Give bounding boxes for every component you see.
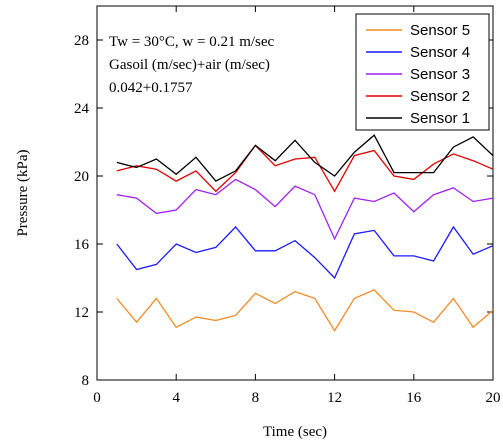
legend-label-sensor-2: Sensor 2	[410, 88, 470, 105]
x-tick-label: 8	[252, 390, 260, 406]
x-axis-title: Time (sec)	[263, 424, 327, 440]
y-tick-label: 24	[74, 101, 90, 117]
series-lines	[116, 134, 494, 332]
x-tick-label: 20	[486, 390, 501, 406]
sensor-4-line	[116, 225, 494, 280]
legend-label-sensor-3: Sensor 3	[410, 66, 470, 83]
x-tick-label: 16	[406, 390, 422, 406]
legend-label-sensor-1: Sensor 1	[410, 110, 470, 127]
annotation-line-2: Gasoil (m/sec)+air (m/sec)	[109, 57, 270, 73]
y-tick-label: 8	[82, 373, 90, 389]
sensor-5-line	[116, 289, 494, 332]
annotation-line-1: Tw = 30°C, w = 0.21 m/sec	[109, 34, 275, 50]
y-tick-label: 28	[74, 33, 89, 49]
sensor-2-line	[116, 144, 494, 193]
legend-label-sensor-4: Sensor 4	[410, 44, 470, 61]
y-tick-label: 16	[74, 237, 90, 253]
annotation-line-3: 0.042+0.1757	[109, 80, 193, 96]
plot-frame	[96, 5, 494, 381]
legend-label-sensor-5: Sensor 5	[410, 22, 470, 39]
y-tick-label: 20	[74, 169, 89, 185]
y-tick-label: 12	[74, 305, 89, 321]
y-axis-title: Pressure (kPa)	[15, 149, 31, 236]
axis-tick-labels: 0 4 8 12 16 20 8 12 16 20 24 28	[74, 33, 501, 406]
legend: Sensor 5 Sensor 4 Sensor 3 Sensor 2 Sensor 1	[355, 13, 490, 131]
axis-ticks	[96, 6, 494, 381]
x-tick-label: 12	[327, 390, 342, 406]
legend-box	[355, 13, 490, 131]
x-tick-label: 0	[93, 390, 101, 406]
sensor-1-line	[116, 134, 494, 182]
x-tick-label: 4	[172, 390, 180, 406]
sensor-3-line	[116, 178, 494, 241]
